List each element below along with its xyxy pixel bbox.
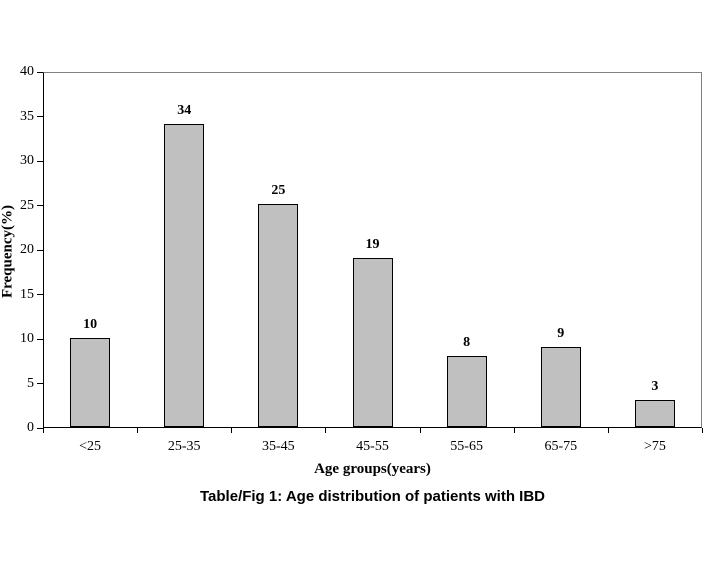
- x-category-label: 65-75: [544, 439, 578, 454]
- x-category-label: <25: [79, 439, 102, 454]
- y-tick: [37, 160, 43, 162]
- y-tick: [37, 116, 43, 117]
- y-tick: [37, 249, 43, 251]
- figure-caption: Table/Fig 1: Age distribution of patient…: [200, 488, 545, 505]
- bar-value-label: 19: [365, 237, 380, 252]
- x-tick: [325, 428, 327, 433]
- x-category-label: 45-55: [356, 439, 389, 454]
- y-tick: [37, 294, 43, 295]
- bar: [258, 204, 299, 427]
- bar-value-label: 3: [651, 379, 659, 394]
- x-axis-title: Age groups(years): [314, 461, 431, 477]
- bar-value-label: 34: [177, 103, 192, 118]
- plot-area: 10 34 25 19 8 9 3: [43, 72, 702, 428]
- bar: [352, 258, 393, 427]
- bar-value-label: 8: [463, 335, 471, 350]
- y-tick: [37, 427, 43, 429]
- bar: [70, 338, 111, 427]
- x-category-label: 35-45: [262, 439, 295, 454]
- bar-value-label: 9: [557, 326, 565, 341]
- y-tick: [37, 383, 43, 384]
- y-tick-label: 0: [27, 420, 34, 435]
- y-tick: [37, 71, 43, 73]
- x-tick: [513, 428, 515, 433]
- x-tick: [702, 428, 703, 433]
- x-tick: [137, 428, 139, 433]
- y-tick-label: 5: [27, 375, 34, 391]
- x-tick: [43, 428, 44, 433]
- bar: [164, 124, 205, 427]
- y-tick-label: 30: [20, 153, 34, 168]
- x-category-label: >75: [643, 439, 666, 454]
- x-category-label: 25-35: [167, 439, 201, 454]
- bar-value-label: 25: [271, 183, 286, 198]
- x-tick: [419, 428, 421, 433]
- y-tick: [37, 338, 43, 340]
- x-tick: [231, 428, 233, 433]
- bar: [634, 400, 675, 427]
- y-tick-label: 20: [20, 242, 34, 257]
- y-tick-label: 25: [20, 197, 34, 213]
- y-tick-label: 15: [20, 286, 34, 302]
- y-tick: [37, 205, 43, 206]
- x-tick: [607, 428, 609, 433]
- x-category-label: 55-65: [450, 439, 483, 454]
- y-tick-label: 10: [20, 331, 34, 346]
- bar: [540, 347, 581, 427]
- bar: [446, 356, 487, 427]
- bar-value-label: 10: [83, 317, 98, 332]
- y-tick-label: 35: [20, 108, 34, 124]
- y-tick-label: 40: [20, 64, 34, 79]
